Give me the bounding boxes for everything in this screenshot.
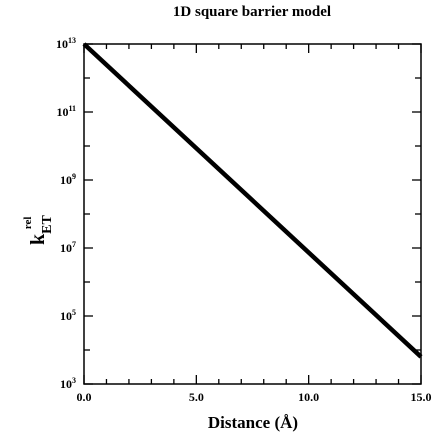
y-axis-label: kET rel xyxy=(22,215,55,245)
y-label-main: k xyxy=(27,233,49,245)
plot-frame xyxy=(83,43,422,385)
y-tick-label: 109 xyxy=(60,172,76,187)
x-tick-label: 0.0 xyxy=(77,390,92,404)
y-tick-exponent: 7 xyxy=(72,240,76,249)
x-tick-labels: 0.0 5.0 10.0 15.0 xyxy=(77,390,432,404)
y-tick-label: 1011 xyxy=(56,104,76,119)
y-tick-label: 107 xyxy=(60,240,76,255)
series-lines xyxy=(82,42,423,359)
y-tick-exponent: 9 xyxy=(72,172,76,181)
y-label-superscript: rel xyxy=(22,217,34,230)
chart-title: 1D square barrier model xyxy=(173,4,331,20)
y-tick-exponent: 3 xyxy=(72,376,76,385)
x-tick-label: 10.0 xyxy=(298,390,319,404)
y-tick-base: 10 xyxy=(60,309,72,323)
y-label-subscript: ET xyxy=(40,215,55,234)
y-tick-base: 10 xyxy=(56,37,68,51)
y-tick-base: 10 xyxy=(60,173,72,187)
y-tick-base: 10 xyxy=(60,241,72,255)
x-tick-label: 5.0 xyxy=(189,390,204,404)
y-tick-base: 10 xyxy=(60,377,72,391)
y-tick-exponent: 11 xyxy=(68,104,76,113)
y-tick-base: 10 xyxy=(56,105,68,119)
y-tick-exponent: 13 xyxy=(68,36,76,45)
axis-ticks xyxy=(83,43,422,385)
series-line xyxy=(82,42,423,359)
y-tick-label: 1013 xyxy=(56,36,76,51)
x-axis-label: Distance (Å) xyxy=(208,413,298,432)
y-tick-label: 103 xyxy=(60,376,76,391)
y-tick-label: 105 xyxy=(60,308,76,323)
x-tick-label: 15.0 xyxy=(411,390,432,404)
y-tick-exponent: 5 xyxy=(72,308,76,317)
